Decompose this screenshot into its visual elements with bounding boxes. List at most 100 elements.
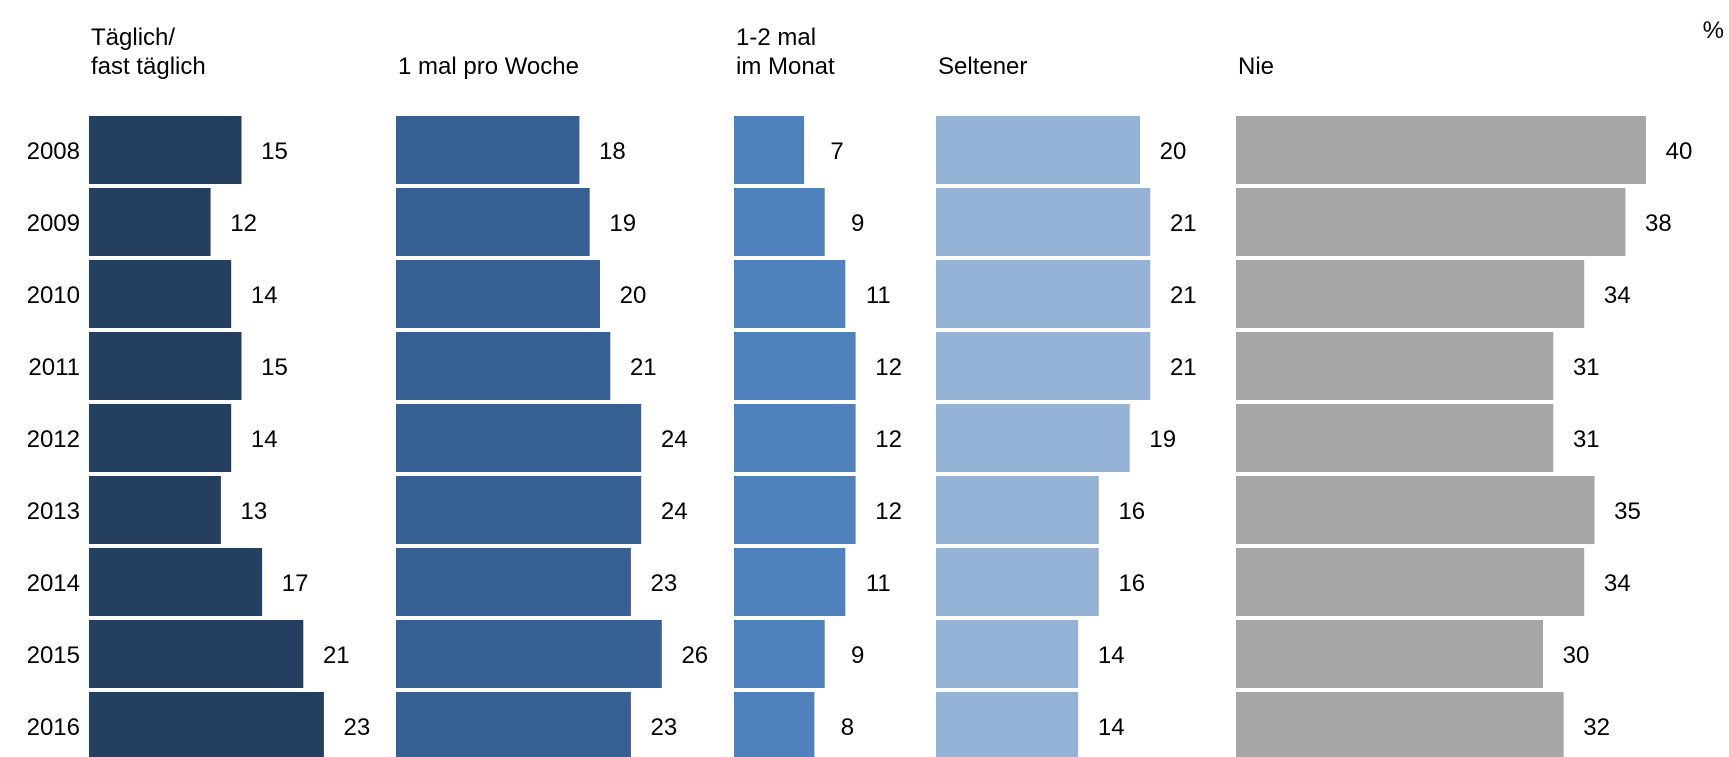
data-label: 12	[875, 354, 902, 381]
data-label: 14	[1098, 642, 1125, 669]
panel-header-line: fast täglich	[91, 53, 206, 80]
data-label: 38	[1645, 210, 1672, 237]
bar	[1234, 546, 1587, 618]
data-label: 9	[851, 642, 864, 669]
data-label: 9	[851, 210, 864, 237]
bar	[732, 618, 827, 690]
data-label: 30	[1563, 642, 1590, 669]
year-labels: 2008 2009 2010 2011 2012 2013 2014 2015 2016	[27, 138, 80, 741]
data-label: 23	[344, 714, 371, 741]
data-label: 19	[609, 210, 636, 237]
bar	[87, 690, 326, 757]
panel-2: 18 19 20 21 24 24 23 26 23	[394, 114, 708, 757]
data-label: 26	[681, 642, 708, 669]
bar-panels: 15 12 14 15 14 13 17 21 23 18 19 20 21 24 24 23 26 23 7 9 11…	[87, 114, 1693, 757]
data-label: 21	[1170, 210, 1197, 237]
panel-1: 15 12 14 15 14 13 17 21 23	[87, 114, 371, 757]
bar	[394, 330, 613, 402]
data-label: 17	[282, 570, 309, 597]
data-label: 12	[875, 426, 902, 453]
panel-header: 1-2 mal im Monat	[736, 24, 835, 80]
bar	[87, 402, 234, 474]
data-label: 20	[620, 282, 647, 309]
bar	[87, 618, 306, 690]
data-label: 8	[841, 714, 854, 741]
panel-header: 1 mal pro Woche	[398, 53, 579, 80]
data-label: 12	[230, 210, 257, 237]
data-label: 11	[866, 570, 891, 597]
bar	[87, 546, 265, 618]
bar	[732, 546, 848, 618]
bar	[1234, 114, 1648, 186]
year-label: 2009	[27, 210, 80, 237]
bar	[934, 402, 1132, 474]
data-label: 23	[651, 714, 678, 741]
data-label: 21	[323, 642, 350, 669]
bar	[394, 474, 644, 546]
data-label: 14	[251, 282, 278, 309]
panel-header-line: im Monat	[736, 53, 835, 80]
data-label: 14	[251, 426, 278, 453]
bar	[934, 258, 1153, 330]
data-label: 15	[261, 138, 288, 165]
data-label: 32	[1583, 714, 1610, 741]
panel-header-line: 1 mal pro Woche	[398, 53, 579, 80]
data-label: 40	[1666, 138, 1693, 165]
data-label: 19	[1149, 426, 1176, 453]
bar	[732, 258, 848, 330]
bar	[394, 690, 633, 757]
bar	[1234, 474, 1597, 546]
year-label: 2011	[28, 354, 80, 381]
data-label: 34	[1604, 282, 1631, 309]
year-label: 2012	[27, 426, 80, 453]
panel-header: Täglich/fast täglich	[91, 24, 206, 80]
year-label: 2008	[27, 138, 80, 165]
bar	[87, 474, 223, 546]
data-label: 23	[651, 570, 678, 597]
bar	[394, 114, 582, 186]
data-label: 16	[1118, 570, 1145, 597]
year-label: 2013	[27, 498, 80, 525]
bar	[1234, 330, 1556, 402]
bar	[87, 186, 213, 258]
panel-3: 7 9 11 12 12 12 11 9 8	[732, 114, 902, 757]
data-label: 35	[1614, 498, 1641, 525]
year-label: 2010	[27, 282, 80, 309]
bar	[732, 114, 807, 186]
data-label: 16	[1118, 498, 1145, 525]
data-label: 12	[875, 498, 902, 525]
panel-header-line: Seltener	[938, 53, 1027, 80]
bar	[934, 690, 1081, 757]
bar	[1234, 258, 1587, 330]
data-label: 34	[1604, 570, 1631, 597]
data-label: 24	[661, 426, 688, 453]
bar	[934, 186, 1153, 258]
bar	[394, 546, 633, 618]
data-label: 14	[1098, 714, 1125, 741]
year-label: 2014	[27, 570, 80, 597]
bar	[87, 258, 234, 330]
panel-4: 20 21 21 21 19 16 16 14 14	[934, 114, 1197, 757]
bar	[1234, 690, 1566, 757]
panel-header-line: Nie	[1238, 53, 1274, 80]
bar	[394, 402, 644, 474]
bar	[732, 402, 858, 474]
bar	[732, 186, 827, 258]
bar	[732, 690, 817, 757]
bar	[1234, 618, 1545, 690]
year-label: 2016	[27, 714, 80, 741]
data-label: 18	[599, 138, 626, 165]
data-label: 24	[661, 498, 688, 525]
bar	[934, 546, 1101, 618]
data-label: 21	[1170, 282, 1197, 309]
data-label: 11	[866, 282, 891, 309]
bar	[1234, 402, 1556, 474]
bar	[87, 330, 244, 402]
bar	[394, 618, 664, 690]
data-label: 15	[261, 354, 288, 381]
data-label: 13	[241, 498, 268, 525]
data-label: 20	[1160, 138, 1187, 165]
bar	[934, 330, 1153, 402]
panel-5: 40 38 34 31 31 35 34 30 32	[1234, 114, 1693, 757]
